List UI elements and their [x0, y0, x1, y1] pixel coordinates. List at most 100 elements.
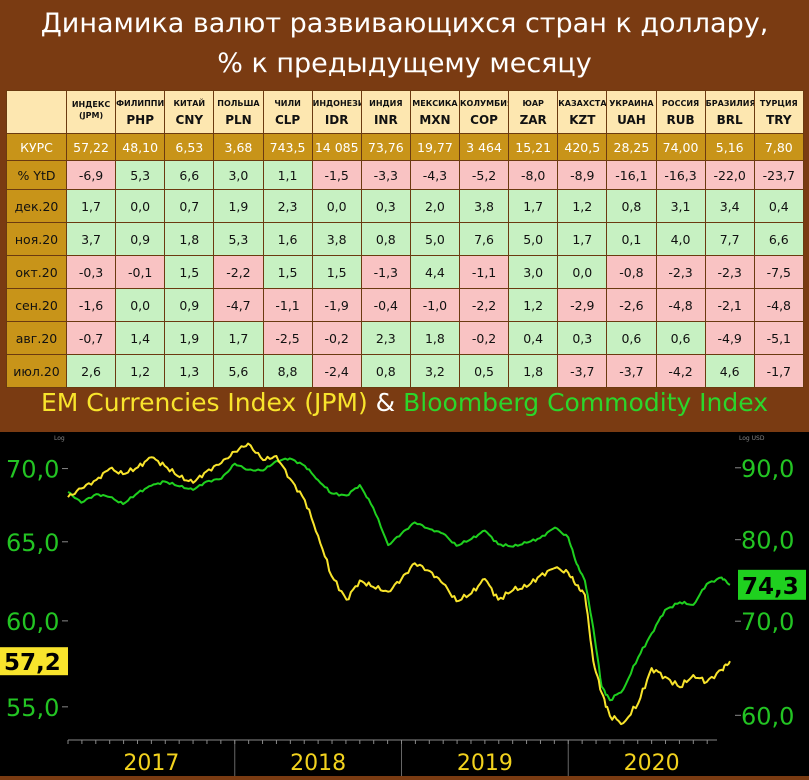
column-header: ИНДОНЕЗИЯ IDR — [311, 90, 362, 134]
kurs-row: КУРС 57,22 48,10 6,53 3,68 743,5 14 085 73,76 19… — [6, 133, 804, 161]
month-value: 5,6 — [213, 354, 264, 388]
x-tick-label: 2018 — [290, 751, 346, 776]
month-label: авг.20 — [6, 321, 67, 355]
month-value: 1,9 — [213, 189, 264, 223]
right-axis-unit: Log USD — [739, 435, 765, 442]
currency-table: ИНДЕКС (JPM) ФИЛИППИНЫ PHP КИТАЙ CNY ПОЛЬША PL… — [6, 90, 804, 388]
month-value: -3,7 — [557, 354, 608, 388]
month-value: 2,3 — [262, 189, 313, 223]
column-code: KZT — [569, 112, 596, 127]
kurs-value: 6,53 — [164, 133, 215, 161]
month-value: -0,1 — [115, 255, 166, 289]
ytd-label: % YtD — [6, 160, 67, 190]
month-label: дек.20 — [6, 189, 67, 223]
month-value: 1,7 — [65, 189, 117, 223]
month-value: 5,3 — [213, 222, 264, 256]
kurs-value: 5,16 — [704, 133, 755, 161]
month-value: -5,1 — [753, 321, 804, 355]
month-label: июл.20 — [6, 354, 67, 388]
column-code: ZAR — [519, 112, 547, 127]
month-value: 1,2 — [508, 288, 559, 322]
commodity-index-line — [67, 457, 731, 702]
month-value: -7,5 — [753, 255, 804, 289]
ytd-value: -4,3 — [409, 160, 461, 190]
x-tick-label: 2019 — [457, 751, 513, 776]
month-value: 1,8 — [508, 354, 559, 388]
ytd-value: -1,5 — [311, 160, 362, 190]
ytd-value: -16,1 — [606, 160, 657, 190]
ytd-value: -8,0 — [508, 160, 559, 190]
column-country: КОЛУМБИЯ — [460, 98, 509, 108]
month-value: 5,0 — [409, 222, 461, 256]
month-value: 7,7 — [704, 222, 755, 256]
month-value: -0,4 — [360, 288, 411, 322]
x-tick-label: 2017 — [123, 751, 179, 776]
month-value: 0,9 — [115, 222, 166, 256]
ytd-value: -3,3 — [360, 160, 411, 190]
column-country: ФИЛИППИНЫ — [116, 98, 165, 108]
month-value: -1,9 — [311, 288, 362, 322]
month-value: 0,0 — [115, 189, 166, 223]
kurs-label: КУРС — [6, 133, 67, 161]
month-value: -0,3 — [65, 255, 117, 289]
month-value: 0,7 — [164, 189, 215, 223]
ytd-value: -16,3 — [655, 160, 706, 190]
column-code: COP — [470, 112, 498, 127]
month-value: -4,9 — [704, 321, 755, 355]
commodity-last-value: 74,3 — [742, 574, 799, 600]
column-country: МЕКСИКА — [412, 98, 458, 108]
month-value: -0,8 — [606, 255, 657, 289]
ytd-value: -8,9 — [557, 160, 608, 190]
right-tick-label: 70,0 — [741, 608, 794, 636]
table-corner-cell — [6, 90, 67, 134]
column-header: ИНДЕКС (JPM) — [65, 90, 117, 134]
month-value: 1,7 — [557, 222, 608, 256]
month-value: -2,2 — [213, 255, 264, 289]
month-value: -1,7 — [753, 354, 804, 388]
right-tick-label: 60,0 — [741, 702, 794, 730]
month-value: 5,0 — [508, 222, 559, 256]
ytd-value: 1,1 — [262, 160, 313, 190]
month-value: 0,3 — [557, 321, 608, 355]
column-code: RUB — [666, 112, 695, 127]
x-tick-label: 2020 — [624, 751, 680, 776]
month-value: 3,8 — [311, 222, 362, 256]
month-value: -4,8 — [753, 288, 804, 322]
month-value: -2,6 — [606, 288, 657, 322]
month-value: -2,3 — [704, 255, 755, 289]
month-value: 1,7 — [213, 321, 264, 355]
month-value: 0,3 — [360, 189, 411, 223]
column-country: КАЗАХСТАН — [558, 98, 607, 108]
column-code: INR — [373, 112, 398, 127]
month-value: -0,2 — [311, 321, 362, 355]
month-value: -1,0 — [409, 288, 461, 322]
em-last-value: 57,2 — [4, 650, 61, 676]
column-header: РОССИЯ RUB — [655, 90, 706, 134]
column-code: TRY — [766, 112, 792, 127]
ytd-value: -6,9 — [65, 160, 117, 190]
left-tick-label: 55,0 — [6, 694, 59, 722]
month-value: 0,6 — [606, 321, 657, 355]
month-row: сен.20 -1,6 0,0 0,9 -4,7 -1,1 -1,9 -0,4 -1,0 -2,2… — [6, 288, 804, 322]
month-value: 1,4 — [115, 321, 166, 355]
month-value: 3,4 — [704, 189, 755, 223]
month-value: -4,2 — [655, 354, 706, 388]
month-value: 1,5 — [262, 255, 313, 289]
month-value: -2,2 — [458, 288, 510, 322]
page-title: Динамика валют развивающихся стран к дол… — [0, 0, 809, 94]
column-header: ЧИЛИ CLP — [262, 90, 313, 134]
kurs-value: 7,80 — [753, 133, 804, 161]
column-country: ЮАР — [522, 98, 544, 108]
month-value: 0,0 — [557, 255, 608, 289]
month-value: 0,4 — [508, 321, 559, 355]
month-value: 0,6 — [655, 321, 706, 355]
column-header: ПОЛЬША PLN — [213, 90, 264, 134]
chart-title-amp: & — [375, 388, 396, 417]
ytd-row: % YtD -6,9 5,3 6,6 3,0 1,1 -1,5 -3,3 -4,3 -5,2 -8,… — [6, 160, 804, 190]
column-country: ИНДОНЕЗИЯ — [312, 98, 360, 108]
left-tick-label: 70,0 — [6, 456, 59, 484]
month-value: 0,4 — [753, 189, 804, 223]
month-value: 3,1 — [655, 189, 706, 223]
column-header: МЕКСИКА MXN — [409, 90, 461, 134]
month-value: 0,8 — [360, 222, 411, 256]
